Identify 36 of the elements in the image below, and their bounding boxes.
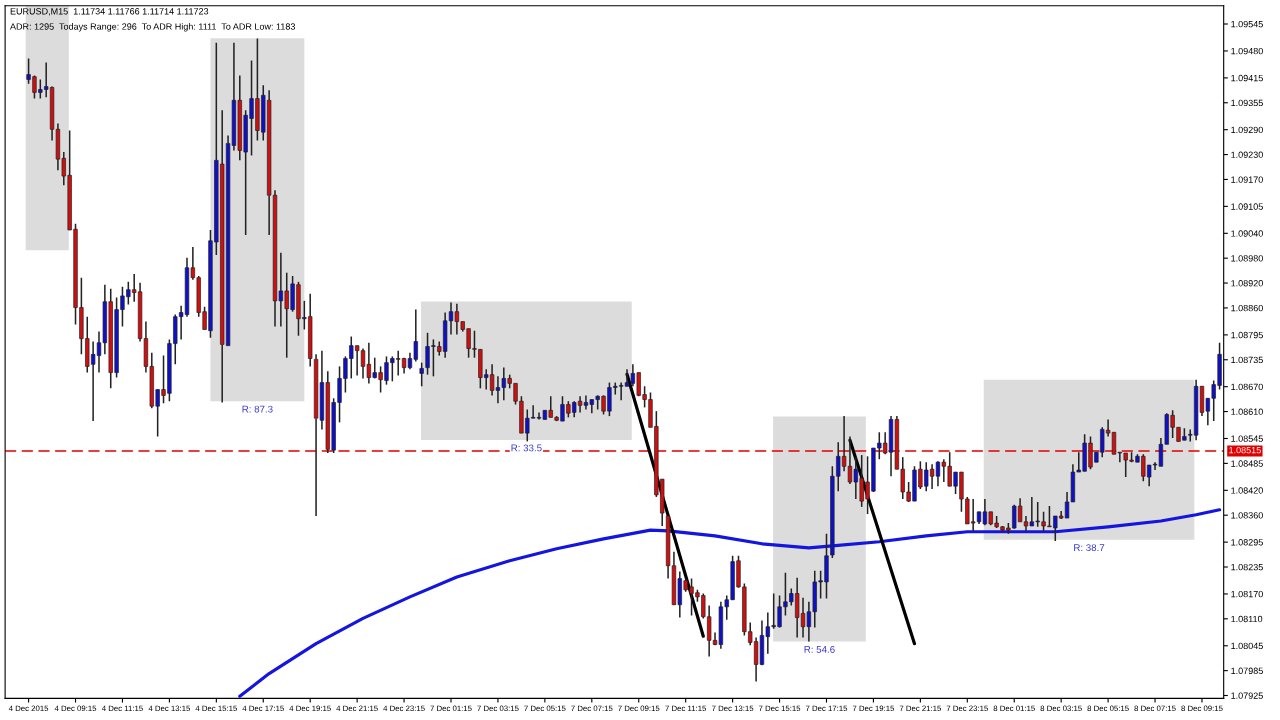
y-tick-label: 1.09545 (1231, 20, 1263, 28)
y-tick-label: 1.08545 (1231, 435, 1263, 442)
chart-title: EURUSD,M15 1.11734 1.11766 1.11714 1.11723 (10, 8, 209, 16)
y-tick-label: 1.09040 (1231, 230, 1263, 237)
y-tick-label: 1.08860 (1231, 304, 1263, 312)
y-tick-label: 1.09170 (1231, 176, 1263, 183)
annotation: R: 87.3 (242, 405, 273, 413)
y-tick-label: 1.08045 (1231, 642, 1263, 650)
y-tick-label: 1.08795 (1231, 331, 1263, 339)
y-tick-label: 1.08735 (1231, 356, 1263, 364)
y-tick-label: 1.09105 (1231, 203, 1263, 210)
text: ADR: 1295 Todays Range: 296 To ADR High: 1111 To ADR Low: 1183 (10, 23, 296, 32)
y-tick-label: 1.09290 (1231, 126, 1263, 134)
y-tick-label: 1.07985 (1231, 667, 1263, 674)
y-tick-label: 1.09355 (1231, 99, 1263, 107)
y-tick-label: 1.08420 (1231, 487, 1263, 494)
y-tick-label: 1.08110 (1231, 615, 1263, 623)
y-tick-label: 1.08980 (1231, 255, 1263, 262)
y-tick-label: 1.09415 (1231, 74, 1263, 82)
y-tick-label: 1.07925 (1231, 692, 1263, 699)
line-series (238, 508, 1222, 698)
y-tick-label: 1.08295 (1231, 539, 1263, 546)
annotation: R: 54.6 (804, 646, 835, 653)
y-tick-label: 1.08610 (1231, 408, 1263, 415)
annotation: R: 33.5 (511, 444, 542, 452)
y-tick-label: 1.09480 (1231, 47, 1263, 55)
candlestick (419, 361, 424, 388)
y-tick-label: 1.08670 (1231, 383, 1263, 391)
y-tick-label: 1.08360 (1231, 512, 1263, 519)
y-tick-label: 1.08170 (1231, 590, 1263, 598)
y-tick-label: 1.09230 (1231, 151, 1263, 158)
ref-line-label: 1.08515 (1229, 446, 1261, 454)
annotation: R: 38.7 (1074, 544, 1105, 552)
y-tick-label: 1.08235 (1231, 563, 1263, 571)
y-tick-label: 1.08920 (1231, 280, 1263, 287)
y-tick-label: 1.08485 (1231, 460, 1263, 467)
